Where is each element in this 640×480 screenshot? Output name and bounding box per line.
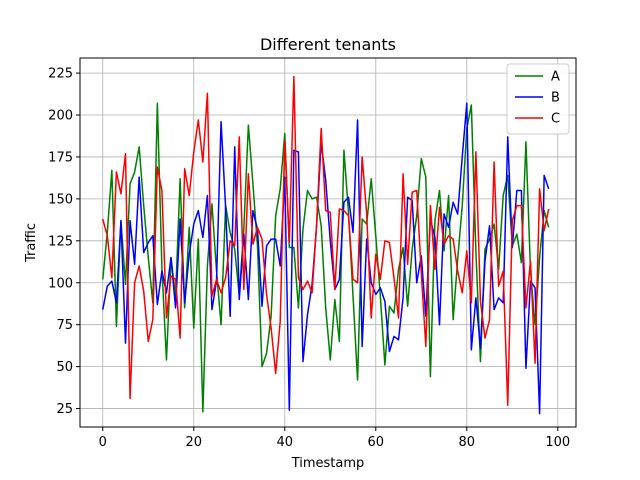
legend: ABC [506,63,570,135]
plot-frame [79,57,577,428]
chart-title: Different tenants [260,35,396,54]
x-tick-label: 100 [545,435,570,450]
legend-label-a: A [551,70,560,85]
axis-ticks: 0 20 40 60 80 100 25 50 75 100 125 150 175 200 225 [48,67,570,450]
y-tick-label: 225 [48,67,73,82]
y-tick-label: 100 [48,276,73,291]
x-tick-label: 0 [99,435,107,450]
y-tick-label: 200 [48,109,73,124]
legend-label-b: B [551,91,560,106]
y-axis-label: Traffic [24,223,39,263]
x-tick-label: 60 [368,435,385,450]
y-tick-label: 50 [56,360,73,375]
x-tick-label: 20 [185,435,202,450]
x-tick-label: 40 [276,435,293,450]
x-axis-label: Timestamp [291,456,365,471]
series-lines [102,75,550,415]
y-tick-label: 150 [48,192,73,207]
x-tick-label: 80 [459,435,476,450]
legend-box [506,63,570,135]
y-tick-label: 175 [48,150,73,165]
series-line-b [102,102,550,415]
series-line-c [102,75,550,406]
legend-label-c: C [551,112,560,127]
y-tick-label: 25 [56,402,73,417]
y-tick-label: 75 [56,318,73,333]
y-tick-label: 125 [48,234,73,249]
